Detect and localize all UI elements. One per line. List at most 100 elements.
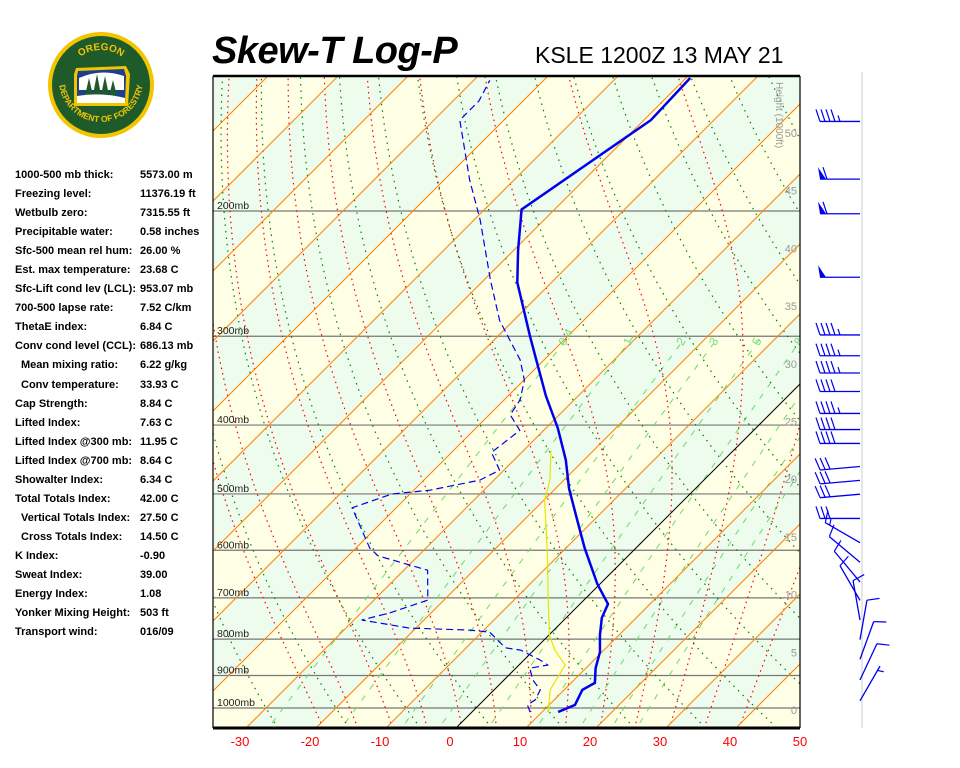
wind-barb-full	[820, 379, 826, 392]
pressure-value: 400	[217, 414, 235, 426]
wind-barb-full	[830, 109, 836, 122]
wind-barb-full	[820, 360, 826, 374]
wind-barb-staff	[833, 550, 861, 583]
stat-value: 5573.00 m	[140, 169, 193, 181]
stat-row: Cap Strength: 8.84 C	[15, 396, 199, 415]
wind-barb	[814, 484, 861, 499]
wind-barb-full	[815, 379, 821, 392]
pressure-unit: mb	[235, 200, 250, 212]
wind-barb-half	[877, 669, 884, 673]
moist-adiabat	[484, 76, 616, 724]
stat-row: Cross Totals Index: 14.50 C	[15, 529, 199, 548]
stat-label: Yonker Mixing Height:	[15, 607, 131, 620]
wind-barb-full	[820, 401, 826, 414]
wind-barb-full	[852, 574, 865, 582]
x-tick-label: -10	[371, 734, 390, 749]
isotherm	[213, 76, 549, 412]
wind-barb-full	[815, 109, 821, 122]
dry-adiabat	[835, 53, 960, 723]
wind-barb	[815, 431, 860, 445]
wind-barb-full	[830, 360, 836, 374]
x-tick-label: -30	[231, 734, 250, 749]
isotherm	[876, 76, 960, 728]
wind-barb-full	[819, 457, 826, 470]
x-tick-label: 0	[446, 734, 453, 749]
wind-barb	[815, 379, 860, 393]
x-tick-label: 50	[793, 734, 807, 749]
wind-barb-staff	[859, 600, 868, 640]
wind-barb-full	[814, 485, 821, 498]
stat-label: Sweat Index:	[15, 568, 83, 581]
wind-barb-full	[815, 431, 821, 444]
stat-label: Lifted Index:	[15, 416, 81, 429]
wind-barb-full	[825, 379, 831, 392]
zero-isotherm	[455, 383, 800, 728]
wind-barb-staff	[820, 479, 861, 485]
temperature-profile	[516, 77, 692, 714]
isotherm	[213, 76, 339, 202]
wind-barb-full	[830, 379, 836, 392]
wind-barb	[839, 555, 861, 601]
height-tick-label: 25	[785, 417, 797, 429]
mixing-ratio-line	[491, 335, 763, 724]
moist-adiabat	[255, 76, 427, 724]
stat-label: Conv temperature:	[21, 378, 119, 391]
stat-label: 700-500 lapse rate:	[15, 302, 114, 315]
pressure-unit: mb	[240, 697, 255, 709]
wind-pennant	[818, 167, 826, 180]
wind-barb-half	[837, 115, 841, 122]
wind-barb-full	[828, 524, 835, 537]
moist-adiabat	[226, 76, 392, 724]
pressure-label: 700mb	[217, 587, 249, 599]
wind-barb	[815, 417, 860, 431]
wind-barb-full	[830, 431, 836, 444]
isotherm-band	[213, 76, 800, 691]
wind-barb	[815, 360, 860, 374]
pressure-unit: mb	[235, 483, 250, 495]
wind-barb	[828, 524, 861, 563]
dry-adiabat	[338, 76, 631, 724]
height-tick-label: 45	[785, 186, 797, 198]
mixing-ratio-line	[344, 335, 634, 724]
pressure-label: 200mb	[217, 200, 249, 212]
dry-adiabat	[950, 53, 960, 723]
wind-barb-full	[822, 201, 828, 214]
stat-label: Energy Index:	[15, 588, 88, 601]
isotherm	[315, 243, 800, 728]
chart-title: Skew-T Log-P	[212, 30, 458, 72]
stat-label: K Index:	[15, 549, 59, 562]
stat-value: 39.00	[140, 568, 168, 581]
pressure-value: 900	[217, 664, 235, 676]
wind-barb-full	[825, 417, 831, 430]
stat-value: 6.22 g/kg	[140, 359, 188, 372]
stat-row: 700-500 lapse rate: 7.52 C/km	[15, 300, 199, 319]
stat-label: Mean mixing ratio:	[21, 359, 119, 372]
dry-adiabat	[90, 53, 204, 723]
stat-row: Transport wind: 016/09	[15, 624, 199, 643]
stat-value: 1.08	[140, 588, 162, 601]
wind-barb-full	[820, 343, 826, 356]
wind-barb	[859, 621, 887, 660]
isotherm	[806, 76, 960, 728]
dry-adiabat	[299, 76, 560, 724]
pressure-unit: mb	[235, 587, 250, 599]
stat-label: ThetaE index:	[15, 321, 88, 334]
height-tick-label: 30	[785, 359, 797, 371]
dry-adiabat	[377, 76, 702, 724]
wind-barb-full	[819, 471, 826, 484]
wind-barb-full	[825, 322, 831, 336]
stat-row: Showalter Index: 6.34 C	[15, 472, 199, 491]
stat-row: K Index: -0.90	[15, 548, 199, 567]
height-axis-label: Height (1000ft)	[773, 82, 784, 148]
wind-barb-full	[825, 343, 831, 356]
height-tick-label: 15	[785, 532, 797, 544]
pressure-unit: mb	[235, 628, 250, 640]
wind-barb-half	[837, 349, 841, 356]
stat-value: 7.63 C	[140, 416, 173, 429]
dry-adiabat	[650, 76, 800, 355]
stat-label: Lifted Index @300 mb:	[15, 435, 133, 448]
wind-barb-full	[814, 458, 821, 471]
isotherm	[665, 593, 800, 728]
stat-row: Sfc-500 mean rel hum: 26.00 %	[15, 243, 199, 262]
stat-value: 953.07 mb	[140, 283, 194, 296]
